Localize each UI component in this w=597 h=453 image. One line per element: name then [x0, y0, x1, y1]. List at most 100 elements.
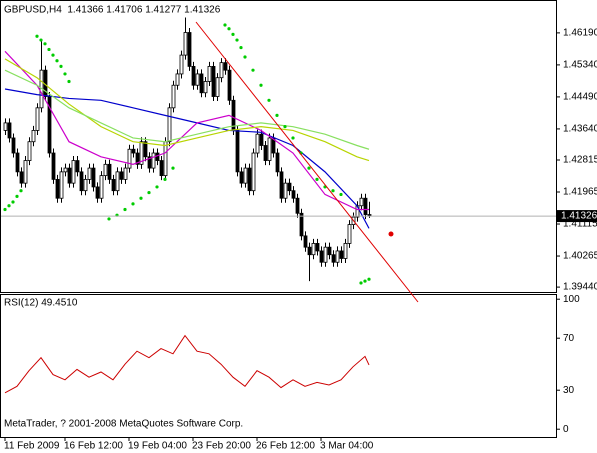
- sar-dot: [339, 192, 343, 197]
- sar-dot: [59, 64, 63, 69]
- candle-body: [139, 141, 144, 165]
- candle-body: [195, 73, 200, 86]
- sar-dot: [19, 189, 23, 193]
- candle-body: [23, 160, 28, 184]
- sar-dot: [267, 98, 271, 102]
- sar-dot: [11, 200, 15, 204]
- last-price-label: 1.41326: [561, 211, 597, 222]
- y-tick-label: 1.46190: [563, 28, 597, 39]
- candle-body: [3, 122, 8, 131]
- candle-body: [303, 235, 308, 248]
- moving-average: [4, 69, 370, 150]
- y-tick-label: 1.41115: [563, 219, 597, 230]
- sar-dot: [243, 55, 247, 59]
- sar-dot: [259, 83, 263, 87]
- candle-body: [295, 197, 300, 214]
- candle-body: [67, 167, 72, 184]
- candle-body: [103, 163, 108, 177]
- candle-body: [7, 122, 12, 139]
- candle-body: [207, 66, 212, 82]
- y-tick-label: 1.43640: [563, 124, 597, 135]
- candle-body: [283, 182, 288, 199]
- candle-body: [187, 32, 192, 67]
- candle-body: [335, 250, 340, 263]
- sar-dot: [63, 72, 67, 76]
- candle-body: [75, 160, 80, 173]
- sar-dot: [231, 32, 235, 36]
- candle-body: [55, 178, 60, 199]
- sar-dot: [3, 207, 7, 212]
- sar-dot: [331, 189, 335, 193]
- y-tick-label: 1.42815: [563, 155, 597, 166]
- y-tick-label: 1.44490: [563, 92, 597, 103]
- candle-body: [299, 212, 304, 237]
- sar-dot: [163, 177, 167, 181]
- y-tick-label: 70: [563, 333, 575, 344]
- candle-body: [263, 145, 268, 161]
- candle-body: [159, 160, 164, 177]
- rsi-title: RSI(12) 49.4510: [4, 298, 78, 309]
- y-tick-label: 100: [563, 294, 580, 305]
- sar-dot: [35, 34, 39, 38]
- x-tick-label: 11 Feb 2009: [4, 441, 60, 452]
- x-tick-label: 19 Feb 04:00: [128, 441, 187, 452]
- candle-body: [11, 137, 16, 154]
- candle-body: [83, 178, 88, 192]
- sar-dot: [55, 59, 59, 63]
- candle-body: [275, 152, 280, 173]
- candle-body: [267, 137, 272, 161]
- candle-body: [343, 243, 348, 259]
- candle-body: [215, 77, 220, 97]
- candle-body: [255, 133, 260, 154]
- candle-body: [183, 32, 188, 56]
- candle-body: [79, 171, 84, 192]
- trend-line: [195, 21, 419, 303]
- candle-body: [71, 160, 76, 184]
- sar-dot: [283, 125, 287, 129]
- sar-dot: [291, 136, 295, 140]
- candle-body: [155, 152, 160, 161]
- candle-body: [363, 197, 368, 215]
- y-tick-label: 1.45340: [563, 60, 597, 71]
- rsi-panel: [0, 294, 557, 438]
- sar-dot: [239, 45, 243, 50]
- candle-body: [27, 141, 32, 161]
- sar-dot: [315, 177, 319, 181]
- x-tick-label: 23 Feb 20:00: [192, 441, 251, 452]
- candle-body: [107, 163, 112, 180]
- copyright: MetaTrader, ? 2001-2008 MetaQuotes Softw…: [4, 419, 243, 430]
- candle-body: [179, 54, 184, 75]
- candle-body: [95, 186, 100, 199]
- candle-body: [19, 171, 24, 184]
- candle-body: [347, 224, 352, 244]
- candle-body: [219, 62, 224, 79]
- y-tick-label: 1.41965: [563, 187, 597, 198]
- x-tick-label: 16 Feb 12:00: [64, 441, 123, 452]
- candle-body: [235, 130, 240, 173]
- sar-dot: [51, 53, 55, 57]
- sar-dot: [251, 68, 255, 72]
- candle-body: [311, 243, 316, 256]
- sar-dot: [155, 185, 159, 189]
- sar-dot: [227, 27, 231, 31]
- rsi-line: [4, 334, 370, 394]
- candle-body: [123, 167, 128, 180]
- candle-body: [323, 246, 328, 263]
- candle-body: [163, 141, 168, 177]
- sar-dot: [223, 23, 227, 27]
- sar-dot: [67, 79, 71, 84]
- main-panel: [0, 0, 557, 293]
- candle-body: [151, 152, 156, 169]
- candle-body: [35, 107, 40, 131]
- sar-dot: [139, 196, 143, 200]
- candle-body: [203, 81, 208, 94]
- candle-body: [63, 167, 68, 173]
- last-price-box: [557, 210, 597, 223]
- candle-body: [247, 167, 252, 192]
- sar-dot: [147, 190, 151, 195]
- candle-body: [287, 182, 292, 192]
- chart-title: GBPUSD,H4 1.41366 1.41706 1.41277 1.4132…: [4, 5, 221, 16]
- marker-dot: [388, 231, 394, 237]
